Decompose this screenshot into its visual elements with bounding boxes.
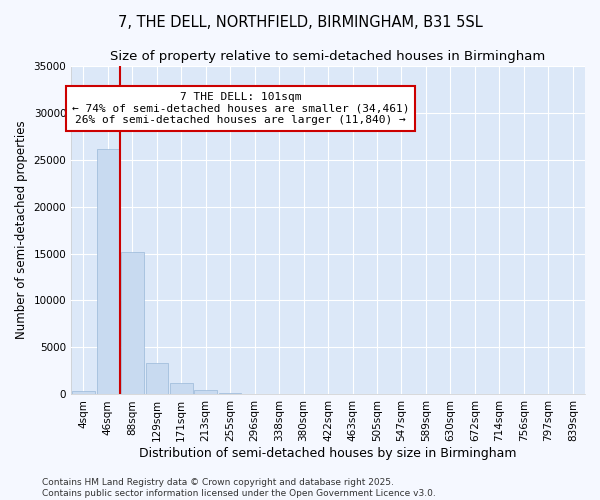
X-axis label: Distribution of semi-detached houses by size in Birmingham: Distribution of semi-detached houses by …	[139, 447, 517, 460]
Bar	[194, 390, 217, 394]
Bar	[146, 364, 168, 394]
Bar	[97, 149, 119, 394]
Bar	[170, 383, 193, 394]
Bar	[219, 392, 241, 394]
Title: Size of property relative to semi-detached houses in Birmingham: Size of property relative to semi-detach…	[110, 50, 546, 63]
Bar	[72, 390, 95, 394]
Bar	[121, 252, 143, 394]
Text: 7 THE DELL: 101sqm
← 74% of semi-detached houses are smaller (34,461)
26% of sem: 7 THE DELL: 101sqm ← 74% of semi-detache…	[72, 92, 409, 125]
Text: 7, THE DELL, NORTHFIELD, BIRMINGHAM, B31 5SL: 7, THE DELL, NORTHFIELD, BIRMINGHAM, B31…	[118, 15, 482, 30]
Y-axis label: Number of semi-detached properties: Number of semi-detached properties	[15, 120, 28, 340]
Text: Contains HM Land Registry data © Crown copyright and database right 2025.
Contai: Contains HM Land Registry data © Crown c…	[42, 478, 436, 498]
